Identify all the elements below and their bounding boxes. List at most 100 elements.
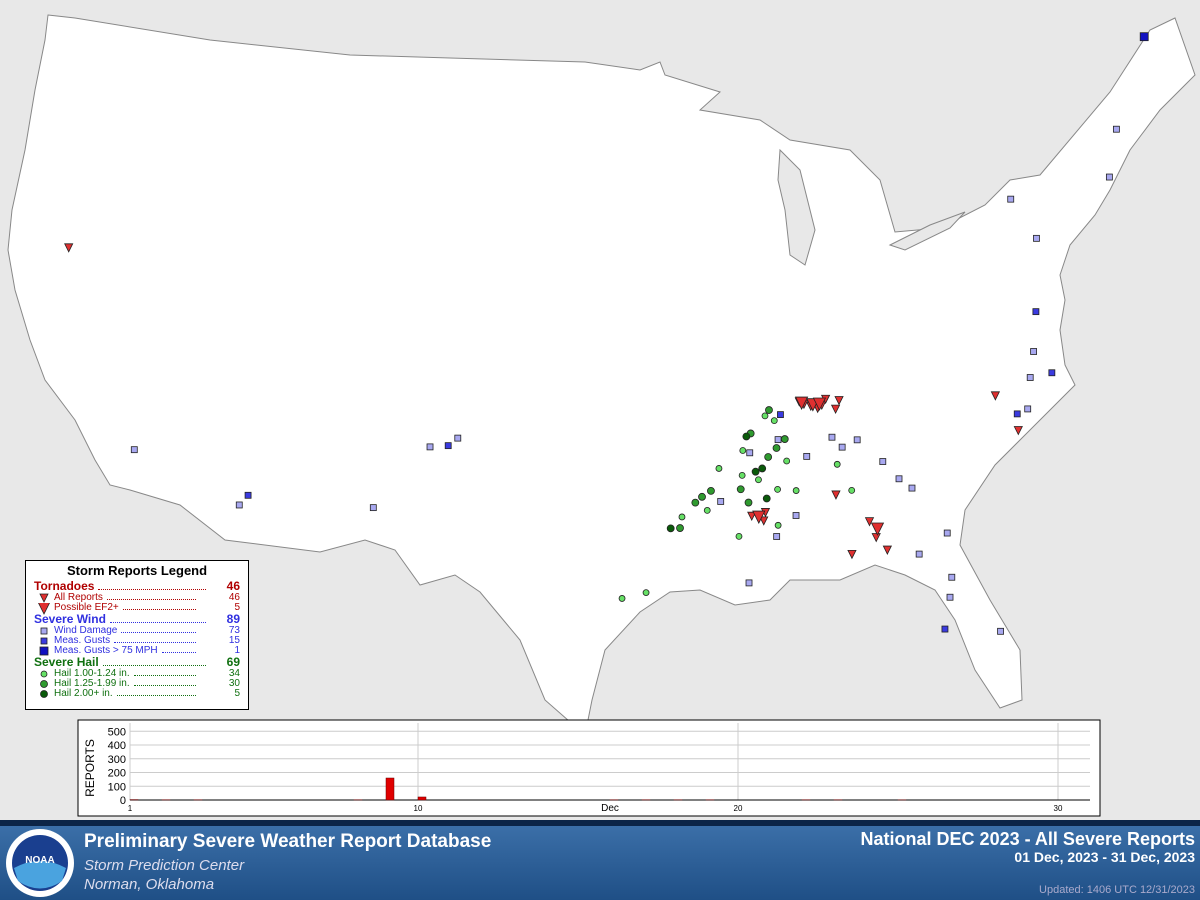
report-marker bbox=[765, 406, 773, 414]
report-marker bbox=[40, 627, 48, 635]
report-marker bbox=[774, 485, 781, 493]
report-marker bbox=[703, 507, 711, 514]
report-marker bbox=[915, 550, 923, 558]
reports bbox=[64, 32, 1149, 635]
group-total: 89 bbox=[226, 612, 240, 626]
legend-item: Meas. Gusts 15 bbox=[34, 636, 240, 646]
report-marker bbox=[871, 533, 881, 543]
report-marker bbox=[1105, 173, 1113, 181]
report-marker bbox=[853, 436, 861, 444]
legend-symbol bbox=[39, 646, 49, 656]
report-marker bbox=[746, 449, 754, 457]
bar bbox=[417, 796, 427, 801]
legend-symbol bbox=[40, 680, 48, 688]
report-marker bbox=[642, 589, 650, 596]
report-marker bbox=[691, 498, 700, 507]
report-marker bbox=[739, 447, 747, 454]
report-marker bbox=[762, 494, 771, 503]
report-marker bbox=[40, 690, 48, 698]
chart-frame bbox=[77, 719, 1101, 817]
y-axis-label: REPORTS bbox=[83, 739, 97, 797]
report-marker bbox=[864, 517, 875, 527]
logo-text: NOAA bbox=[25, 855, 54, 866]
report-marker bbox=[717, 498, 725, 505]
report-marker bbox=[454, 434, 462, 442]
report-marker bbox=[895, 475, 903, 483]
report-marker bbox=[64, 243, 74, 253]
report-marker bbox=[870, 522, 885, 536]
report-marker bbox=[736, 485, 745, 494]
report-marker bbox=[882, 545, 893, 555]
legend-symbol bbox=[40, 627, 48, 635]
report-marker bbox=[830, 404, 841, 415]
lake-erie bbox=[888, 211, 966, 251]
item-label: Meas. Gusts > 75 MPH bbox=[54, 645, 158, 656]
item-label: All Reports bbox=[54, 592, 103, 603]
report-marker bbox=[39, 646, 49, 656]
report-marker bbox=[1007, 195, 1015, 203]
report-marker bbox=[997, 627, 1004, 635]
report-marker bbox=[1048, 369, 1056, 377]
report-title: National DEC 2023 - All Severe Reports bbox=[860, 829, 1195, 849]
y-tick-label: 400 bbox=[108, 740, 126, 752]
leader bbox=[116, 689, 196, 696]
updated: Updated: 1406 UTC 12/31/2023 bbox=[1039, 884, 1195, 896]
report-marker bbox=[1032, 308, 1040, 316]
item-count: 30 bbox=[228, 678, 240, 689]
report-marker bbox=[879, 458, 887, 465]
legend-symbol bbox=[40, 690, 48, 698]
legend-symbol bbox=[40, 637, 48, 645]
leader bbox=[98, 580, 206, 590]
item-count: 46 bbox=[228, 592, 240, 603]
report-marker bbox=[941, 625, 949, 633]
x-tick-label: 10 bbox=[414, 804, 423, 813]
leader bbox=[106, 593, 196, 600]
report-marker bbox=[773, 533, 781, 540]
item-count: 73 bbox=[228, 625, 240, 636]
report-marker bbox=[444, 442, 452, 450]
report-marker bbox=[745, 579, 753, 587]
report-marker bbox=[426, 443, 434, 451]
leader bbox=[114, 636, 196, 643]
report-marker bbox=[1030, 348, 1038, 355]
us-outline bbox=[7, 14, 1196, 736]
report-marker bbox=[744, 498, 753, 507]
item-count: 15 bbox=[228, 635, 240, 646]
item-label: Meas. Gusts bbox=[54, 635, 111, 646]
report-marker bbox=[803, 452, 811, 460]
item-label: Hail 2.00+ in. bbox=[54, 688, 113, 699]
group-total: 69 bbox=[226, 655, 240, 669]
leader bbox=[121, 626, 196, 633]
report-marker bbox=[792, 487, 800, 494]
y-tick-label: 200 bbox=[108, 768, 126, 780]
x-tick-label: 1 bbox=[128, 804, 133, 813]
y-tick-label: 300 bbox=[108, 754, 126, 766]
footer-place: Norman, Oklahoma bbox=[84, 876, 215, 893]
report-marker bbox=[38, 603, 50, 615]
legend-item: Hail 2.00+ in. 5 bbox=[34, 689, 240, 699]
report-marker bbox=[1013, 410, 1021, 418]
x-tick-label: 20 bbox=[734, 804, 743, 813]
legend-item: Hail 1.00-1.24 in. 34 bbox=[34, 669, 240, 679]
report-marker bbox=[1033, 234, 1040, 242]
report-marker bbox=[738, 471, 746, 479]
report-marker bbox=[40, 680, 48, 688]
legend-item: Possible EF2+ 5 bbox=[34, 603, 240, 615]
legend-symbol bbox=[39, 593, 49, 603]
group-total: 46 bbox=[226, 579, 240, 593]
footer: NOAA Preliminary Severe Weather Report D… bbox=[0, 820, 1200, 900]
report-marker bbox=[780, 435, 789, 443]
report-marker bbox=[735, 532, 743, 540]
report-marker bbox=[838, 443, 846, 451]
report-marker bbox=[770, 417, 778, 425]
report-marker bbox=[235, 501, 243, 509]
report-marker bbox=[698, 492, 706, 501]
item-label: Hail 1.00-1.24 in. bbox=[54, 668, 130, 679]
report-marker bbox=[847, 549, 857, 560]
report-marker bbox=[761, 412, 769, 420]
legend-item: All Reports 46 bbox=[34, 593, 240, 603]
report-marker bbox=[792, 512, 800, 519]
legend: Storm Reports Legend Tornadoes 46 All Repor… bbox=[25, 560, 249, 710]
report-marker bbox=[812, 397, 827, 411]
report-marker bbox=[676, 524, 684, 532]
